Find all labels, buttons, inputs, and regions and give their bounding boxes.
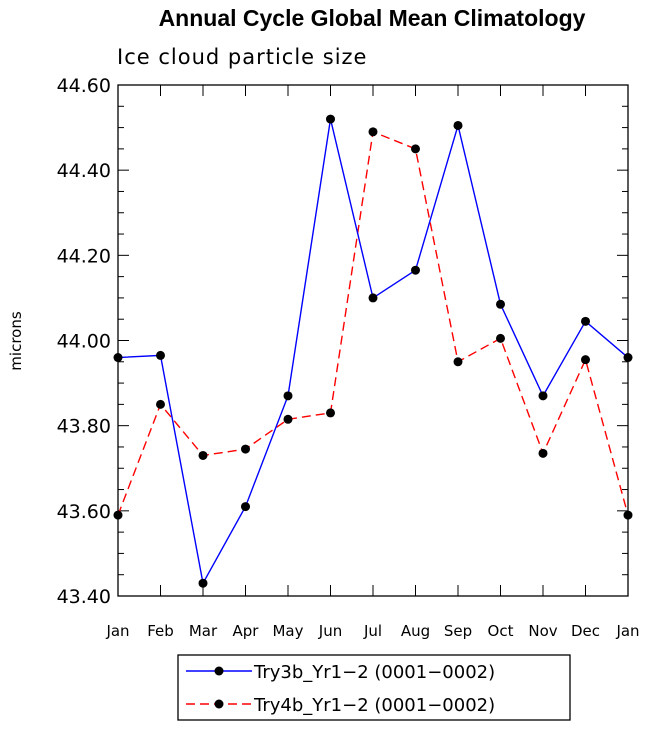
data-point (453, 357, 463, 367)
data-point (198, 578, 208, 588)
data-point (538, 448, 548, 458)
axis-ticks (117, 84, 629, 597)
x-tick-label: Dec (571, 622, 600, 640)
data-point (581, 355, 590, 365)
data-point (368, 293, 378, 303)
x-tick-label: Jan (615, 622, 639, 640)
x-tick-label: Aug (401, 622, 430, 640)
x-tick-label: Jul (363, 622, 382, 640)
y-tick-label: 44.20 (57, 245, 111, 267)
data-point (623, 353, 633, 363)
data-point (368, 127, 378, 137)
legend-item: Try4b_Yr1−2 (0001−0002) (186, 695, 495, 716)
data-point (113, 353, 123, 363)
series-1 (113, 114, 633, 588)
y-tick-label: 43.80 (57, 416, 111, 438)
data-point (411, 265, 420, 275)
data-point (241, 444, 250, 454)
data-point (326, 408, 335, 418)
y-tick-label: 44.40 (57, 160, 111, 182)
data-point (581, 316, 590, 326)
x-tick-label: Oct (488, 622, 514, 640)
plot-area-frame (117, 84, 629, 597)
legend-marker (214, 666, 224, 676)
data-point (283, 414, 293, 424)
legend-item: Try3b_Yr1−2 (0001−0002) (186, 662, 495, 683)
data-point (411, 144, 420, 154)
data-point (326, 114, 335, 124)
data-point (453, 120, 463, 130)
data-point (283, 391, 293, 401)
y-axis-label: microns (7, 311, 25, 371)
data-point (496, 299, 505, 309)
legend-label: Try3b_Yr1−2 (0001−0002) (253, 662, 495, 683)
legend: Try3b_Yr1−2 (0001−0002) Try4b_Yr1−2 (0001… (177, 654, 571, 721)
data-point (198, 450, 208, 460)
x-tick-label: Sep (444, 622, 472, 640)
x-tick-label: Apr (233, 622, 260, 640)
legend-box (177, 654, 571, 721)
y-tick-label: 43.40 (57, 586, 111, 608)
y-tick-label: 43.60 (57, 501, 111, 523)
series-line (117, 118, 629, 586)
data-point (241, 502, 250, 512)
data-point (538, 391, 548, 401)
data-point (623, 510, 633, 520)
legend-label: Try4b_Yr1−2 (0001−0002) (253, 695, 495, 716)
x-tick-label: Nov (528, 622, 557, 640)
x-tick-label: Mar (189, 622, 218, 640)
series-2 (113, 127, 633, 520)
y-tick-label: 44.60 (57, 75, 111, 97)
data-point (156, 350, 165, 360)
chart-title: Annual Cycle Global Mean Climatology (159, 5, 586, 31)
series-group (113, 114, 633, 588)
data-point (156, 399, 165, 409)
x-tick-label: Jan (105, 622, 129, 640)
axis-tick-labels: 43.40 43.60 43.80 44.00 44.20 44.40 44.60 Jan Fe… (57, 75, 640, 640)
x-tick-label: Feb (147, 622, 174, 640)
legend-marker (214, 699, 224, 709)
y-tick-label: 44.00 (57, 331, 111, 353)
data-point (113, 510, 123, 520)
x-tick-label: Jun (318, 622, 342, 640)
data-point (496, 333, 505, 343)
chart-subtitle: Ice cloud particle size (117, 45, 367, 69)
x-tick-label: May (272, 622, 303, 640)
series-line (117, 130, 629, 516)
